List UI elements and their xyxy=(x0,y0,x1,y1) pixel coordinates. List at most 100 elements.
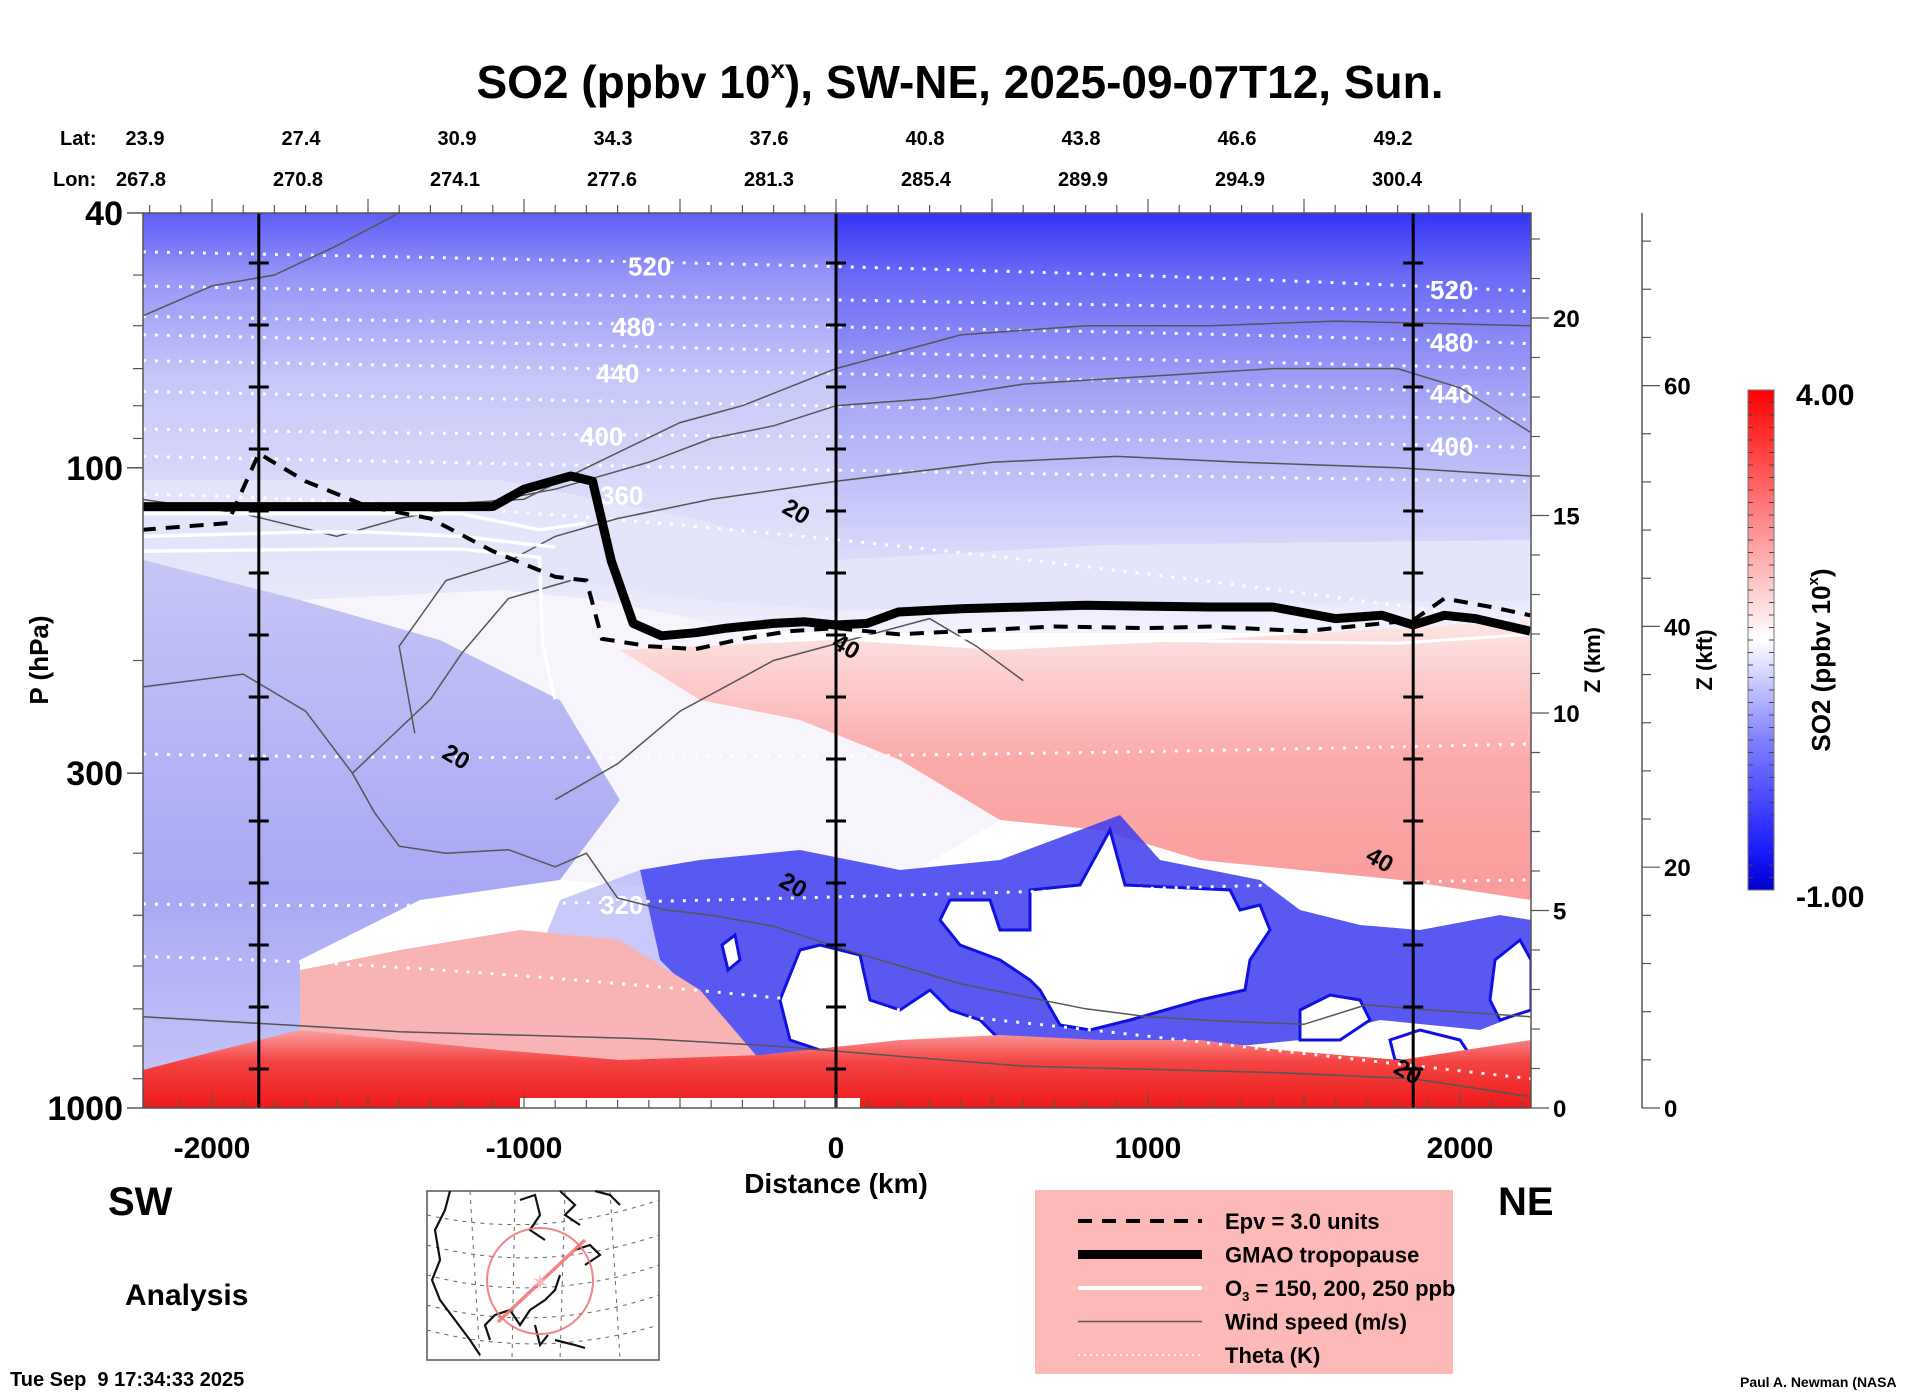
wind-speed-contour xyxy=(398,455,1531,734)
map-center-star-icon: ✶ xyxy=(531,1270,549,1295)
theta-contour-label: 400 xyxy=(1430,432,1473,462)
z-kft-tick-label: 20 xyxy=(1664,855,1691,882)
theta-contour-label: 440 xyxy=(1430,379,1473,409)
lat-value: 40.8 xyxy=(906,128,945,150)
theta-contour-label: 520 xyxy=(628,252,671,282)
z-km-tick-label: 15 xyxy=(1553,504,1580,531)
z-km-tick-label: 20 xyxy=(1553,306,1580,333)
theta-contour-label: 480 xyxy=(1430,328,1473,358)
theta-contour-label: 360 xyxy=(600,480,643,510)
theta-contour xyxy=(143,284,1531,313)
heatmap-upper-troposphere xyxy=(620,620,1531,900)
x-tick-label: 2000 xyxy=(1427,1132,1494,1165)
theta-contour xyxy=(143,878,1531,908)
colorbar-max-label: 4.00 xyxy=(1796,379,1854,412)
lon-value: 274.1 xyxy=(430,169,480,191)
heatmap-missing-data xyxy=(1488,937,1531,1022)
lat-lon-header: Lat: Lon: 23.9 27.4 30.9 34.3 37.6 40.8 43.8 46.6… xyxy=(53,128,1423,191)
theta-contour xyxy=(143,359,1531,397)
lat-value: 37.6 xyxy=(750,128,789,150)
legend-item-label: Wind speed (m/s) xyxy=(1225,1310,1407,1335)
y-tick-label: 40 xyxy=(85,195,123,233)
heatmap-surface-gap xyxy=(520,1098,860,1108)
lat-value: 43.8 xyxy=(1062,128,1101,150)
colorbar-ticks xyxy=(1748,402,1774,878)
x-tick-label: 0 xyxy=(828,1132,845,1165)
lon-row-label: Lon: xyxy=(53,169,96,191)
colorbar-label: SO2 (ppbv 10x) xyxy=(1805,568,1836,751)
y-axis-label: P (hPa) xyxy=(24,615,54,704)
x-tick-label: -1000 xyxy=(486,1132,563,1165)
lon-value: 270.8 xyxy=(273,169,323,191)
map-coastlines xyxy=(430,1189,621,1356)
z-kft-tick-label: 40 xyxy=(1664,614,1691,641)
lon-value: 277.6 xyxy=(587,169,637,191)
wind-speed-contour xyxy=(143,213,400,317)
sw-label: SW xyxy=(108,1180,173,1224)
x-tick-label: -2000 xyxy=(174,1132,251,1165)
y-tick-label: 300 xyxy=(66,755,123,793)
analysis-label: Analysis xyxy=(125,1279,248,1312)
theta-contour xyxy=(143,742,1531,759)
lon-value: 294.9 xyxy=(1215,169,1265,191)
ozone-contour xyxy=(143,547,557,700)
lat-value: 27.4 xyxy=(282,128,322,150)
wind-speed-contour xyxy=(143,673,1531,1026)
lat-row-label: Lat: xyxy=(60,128,97,150)
legend-item-label: Theta (K) xyxy=(1225,1343,1320,1368)
lat-value: 23.9 xyxy=(126,128,165,150)
lat-value: 46.6 xyxy=(1218,128,1257,150)
z-kft-axis-label: Z (kft) xyxy=(1692,629,1717,690)
theta-contour xyxy=(143,314,1531,346)
x-tick-label: 1000 xyxy=(1115,1132,1182,1165)
map-range-circle xyxy=(486,1227,594,1335)
heatmap-missing-data xyxy=(938,826,1272,1032)
wind-speed-contour xyxy=(143,367,1531,538)
wind-speed-contour xyxy=(351,579,572,774)
heatmap-missing-data xyxy=(720,932,742,973)
ozone-contour xyxy=(143,512,587,532)
legend-item-label: O3 = 150, 200, 250 ppb xyxy=(1225,1276,1455,1304)
theta-contour xyxy=(143,454,1531,483)
credit: Paul A. Newman (NASA xyxy=(1740,1374,1897,1390)
theta-contour-label: 520 xyxy=(1430,275,1473,305)
ne-label: NE xyxy=(1498,1180,1554,1224)
theta-contour-label: 440 xyxy=(596,359,639,389)
theta-contour xyxy=(143,389,1531,421)
chart-title: SO2 (ppbv 10x), SW-NE, 2025-09-07T12, Su… xyxy=(476,54,1443,108)
wind-speed-contour xyxy=(554,617,1024,801)
legend-item-label: Epv = 3.0 units xyxy=(1225,1209,1380,1234)
z-km-tick-label: 0 xyxy=(1553,1096,1566,1123)
z-kft-tick-label: 0 xyxy=(1664,1096,1677,1123)
heatmap-missing-data xyxy=(1298,993,1372,1042)
lon-value: 300.4 xyxy=(1372,169,1423,191)
map-inset: ✶ xyxy=(426,1189,660,1361)
z-km-tick-label: 5 xyxy=(1553,899,1566,926)
timestamp: Tue Sep 9 17:34:33 2025 xyxy=(10,1369,244,1391)
y-tick-label: 100 xyxy=(66,450,123,488)
theta-contour-label: 320 xyxy=(600,890,643,920)
z-km-axis-label: Z (km) xyxy=(1580,627,1605,693)
theta-contour-label: 400 xyxy=(580,422,623,452)
theta-contour xyxy=(143,333,1531,371)
lat-value: 34.3 xyxy=(594,128,633,150)
theta-contour xyxy=(143,250,1531,293)
colorbar-min-label: -1.00 xyxy=(1796,881,1864,914)
legend: Epv = 3.0 units GMAO tropopause O3 = 150, … xyxy=(1035,1190,1455,1374)
y-tick-label: 1000 xyxy=(47,1090,123,1128)
lat-value: 49.2 xyxy=(1374,128,1413,150)
z-km-tick-label: 10 xyxy=(1553,701,1580,728)
ozone-contour xyxy=(679,626,1531,645)
lon-value: 267.8 xyxy=(116,169,166,191)
map-transect-line xyxy=(496,1238,587,1324)
z-kft-tick-label: 60 xyxy=(1664,374,1691,401)
legend-item-label: GMAO tropopause xyxy=(1225,1243,1419,1268)
lat-value: 30.9 xyxy=(438,128,477,150)
lon-value: 285.4 xyxy=(901,169,952,191)
lon-value: 289.9 xyxy=(1058,169,1108,191)
theta-contour xyxy=(143,427,1531,450)
x-axis-label: Distance (km) xyxy=(744,1168,928,1199)
lon-value: 281.3 xyxy=(744,169,794,191)
